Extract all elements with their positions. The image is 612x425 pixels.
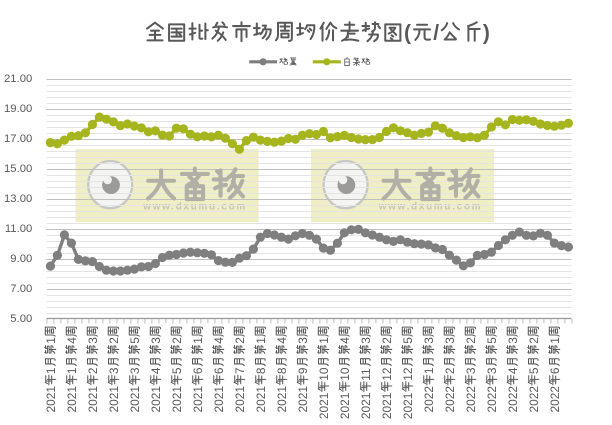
svg-text:1: 1 xyxy=(422,367,436,374)
svg-text:9.00: 9.00 xyxy=(10,253,32,265)
svg-text:2021: 2021 xyxy=(212,386,226,413)
svg-text:12: 12 xyxy=(380,367,394,381)
svg-text:2: 2 xyxy=(86,367,100,374)
svg-text:2021: 2021 xyxy=(170,386,184,413)
svg-text:2021: 2021 xyxy=(191,386,205,413)
svg-text:3: 3 xyxy=(107,367,121,374)
svg-text:2: 2 xyxy=(380,337,394,344)
svg-text:2021: 2021 xyxy=(254,386,268,413)
svg-text:8: 8 xyxy=(254,367,268,374)
svg-text:4: 4 xyxy=(65,337,79,344)
svg-text:4: 4 xyxy=(149,367,163,374)
svg-text:7.00: 7.00 xyxy=(10,283,32,295)
svg-text:2021: 2021 xyxy=(296,386,310,413)
svg-text:www.dxumu.com: www.dxumu.com xyxy=(378,202,483,213)
svg-text:): ) xyxy=(483,22,490,45)
svg-text:2022: 2022 xyxy=(485,386,499,413)
svg-text:2: 2 xyxy=(233,337,247,344)
svg-text:6: 6 xyxy=(212,367,226,374)
svg-text:3: 3 xyxy=(506,337,520,344)
svg-text:5: 5 xyxy=(128,337,142,344)
svg-text:3: 3 xyxy=(296,337,310,344)
svg-text:10: 10 xyxy=(338,367,352,381)
svg-text:9: 9 xyxy=(296,367,310,374)
svg-text:15.00: 15.00 xyxy=(4,163,32,175)
svg-text:2021: 2021 xyxy=(233,386,247,413)
svg-text:2: 2 xyxy=(527,337,541,344)
svg-text:13.00: 13.00 xyxy=(4,193,32,205)
svg-text:1: 1 xyxy=(317,337,331,344)
svg-text:4: 4 xyxy=(338,337,352,344)
svg-text:2021: 2021 xyxy=(275,386,289,413)
svg-text:5.00: 5.00 xyxy=(10,313,32,325)
svg-text:2022: 2022 xyxy=(548,386,562,413)
svg-text:2021: 2021 xyxy=(401,392,415,419)
svg-text:7: 7 xyxy=(233,367,247,374)
svg-text:(: ( xyxy=(404,22,411,45)
svg-text:1: 1 xyxy=(254,337,268,344)
svg-text:1: 1 xyxy=(65,367,79,374)
svg-text:19.00: 19.00 xyxy=(4,103,32,115)
svg-text:3: 3 xyxy=(485,367,499,374)
svg-text:3: 3 xyxy=(422,337,436,344)
svg-text:5: 5 xyxy=(485,337,499,344)
svg-text:6: 6 xyxy=(191,367,205,374)
svg-text:2: 2 xyxy=(107,337,121,344)
svg-text:17.00: 17.00 xyxy=(4,133,32,145)
svg-text:3: 3 xyxy=(359,337,373,344)
svg-text:2021: 2021 xyxy=(317,392,331,419)
svg-text:2021: 2021 xyxy=(128,386,142,413)
svg-text:4: 4 xyxy=(212,337,226,344)
svg-text:2021: 2021 xyxy=(65,386,79,413)
svg-text:2021: 2021 xyxy=(338,392,352,419)
svg-text:2022: 2022 xyxy=(464,386,478,413)
svg-text:4: 4 xyxy=(275,337,289,344)
svg-text:12: 12 xyxy=(401,367,415,381)
svg-text:2022: 2022 xyxy=(443,386,457,413)
svg-text:2: 2 xyxy=(170,337,184,344)
svg-text:8: 8 xyxy=(275,367,289,374)
svg-text:5: 5 xyxy=(170,367,184,374)
svg-text:3: 3 xyxy=(86,337,100,344)
svg-text:2: 2 xyxy=(443,367,457,374)
svg-text:1: 1 xyxy=(44,367,58,374)
svg-text:2021: 2021 xyxy=(359,392,373,419)
svg-text:3: 3 xyxy=(464,367,478,374)
svg-text:11: 11 xyxy=(359,368,373,381)
svg-text:3: 3 xyxy=(443,337,457,344)
svg-text:2022: 2022 xyxy=(506,386,520,413)
svg-text:3: 3 xyxy=(128,367,142,374)
svg-text:2021: 2021 xyxy=(149,386,163,413)
svg-text:/: / xyxy=(433,22,439,45)
svg-text:5: 5 xyxy=(527,367,541,374)
svg-text:5: 5 xyxy=(401,337,415,344)
svg-text:www.dxumu.com: www.dxumu.com xyxy=(142,202,247,213)
svg-text:1: 1 xyxy=(548,337,562,344)
svg-text:2022: 2022 xyxy=(527,386,541,413)
svg-text:2021: 2021 xyxy=(380,392,394,419)
svg-text:11.00: 11.00 xyxy=(5,223,32,235)
svg-text:3: 3 xyxy=(149,337,163,344)
svg-text:2021: 2021 xyxy=(44,386,58,413)
svg-text:2021: 2021 xyxy=(86,386,100,413)
svg-text:10: 10 xyxy=(317,367,331,381)
svg-text:2022: 2022 xyxy=(422,386,436,413)
svg-text:6: 6 xyxy=(548,367,562,374)
svg-text:21.00: 21.00 xyxy=(4,73,32,85)
svg-text:2: 2 xyxy=(464,337,478,344)
svg-text:2021: 2021 xyxy=(107,386,121,413)
svg-text:4: 4 xyxy=(506,367,520,374)
svg-text:1: 1 xyxy=(44,337,58,344)
svg-text:1: 1 xyxy=(191,337,205,344)
